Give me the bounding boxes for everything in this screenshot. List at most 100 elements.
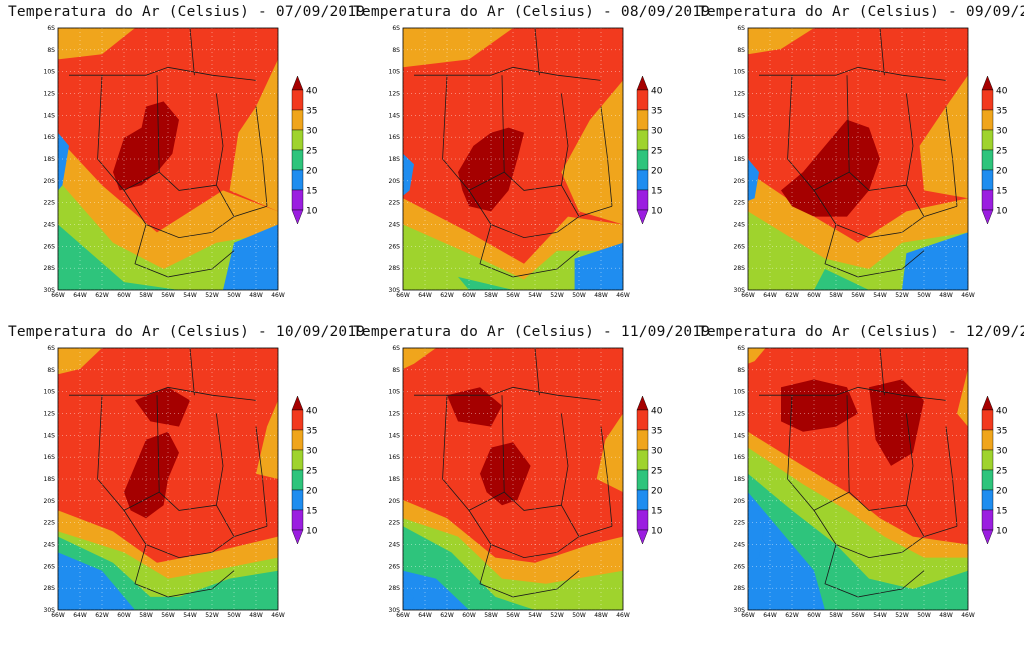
cool-area: [58, 224, 179, 290]
temperature-map: 6S 8S 10S 12S 14S 16S 18S 20S 22S 24S 26S 28S 30S66W…: [44, 345, 318, 619]
lon-tick-label: 46W: [271, 292, 285, 299]
lat-tick-label: 24S: [44, 542, 56, 549]
cool-area: [814, 269, 869, 290]
lat-tick-label: 12S: [734, 91, 746, 98]
lon-tick-label: 46W: [961, 292, 975, 299]
lon-tick-label: 52W: [205, 292, 219, 299]
warm-area: [919, 75, 968, 199]
colorbar-label: 40: [651, 407, 663, 417]
lon-tick-label: 54W: [873, 612, 887, 619]
colorbar-top-triangle: [636, 395, 649, 411]
lat-tick-label: 12S: [44, 411, 56, 418]
lat-tick-label: 18S: [734, 476, 746, 483]
cold-area: [58, 132, 69, 191]
panel-title: Temperatura do Ar (Celsius) - 09/09/2019: [698, 4, 1024, 20]
lat-tick-label: 6S: [737, 25, 745, 32]
lat-tick-label: 16S: [734, 134, 746, 141]
lat-tick-label: 26S: [389, 243, 401, 250]
lon-tick-label: 46W: [271, 612, 285, 619]
lat-tick-label: 22S: [44, 200, 56, 207]
lat-tick-label: 24S: [389, 542, 401, 549]
cold-area: [403, 153, 414, 196]
state-border: [97, 395, 160, 511]
colorbar-label: 35: [996, 427, 1007, 437]
colorbar-label: 40: [996, 407, 1008, 417]
cold-area: [58, 578, 76, 610]
colorbar-top-triangle: [291, 395, 304, 411]
state-border: [442, 395, 505, 511]
temperature-map: 6S 8S 10S 12S 14S 16S 18S 20S 22S 24S 26S 28S 30S66W…: [389, 345, 663, 619]
cool-area: [458, 276, 513, 290]
lon-tick-label: 48W: [939, 612, 953, 619]
warm-area: [403, 348, 436, 369]
lat-tick-label: 20S: [734, 178, 746, 185]
state-border: [215, 93, 268, 218]
lon-tick-label: 54W: [528, 612, 542, 619]
colorbar-top-triangle: [291, 75, 304, 91]
state-border: [813, 190, 925, 239]
very-hot-area: [458, 127, 524, 212]
colorbar-label: 40: [996, 87, 1008, 97]
state-border: [501, 75, 562, 191]
colorbar-label: 35: [306, 427, 317, 437]
colorbar-segment: [636, 509, 649, 531]
colorbar-label: 10: [651, 207, 663, 217]
colorbar-label: 30: [651, 127, 663, 137]
very-hot-area: [447, 387, 502, 427]
temperature-map: 6S 8S 10S 12S 14S 16S 18S 20S 22S 24S 26S 28S 30S66W…: [734, 345, 1008, 619]
state-border: [468, 510, 580, 559]
colorbar-label: 25: [306, 467, 317, 477]
lat-tick-label: 16S: [389, 454, 401, 461]
state-border: [846, 395, 907, 511]
colorbar-label: 15: [996, 187, 1007, 197]
colorbar-label: 35: [996, 107, 1007, 117]
lon-tick-label: 46W: [616, 612, 630, 619]
colorbar-segment: [291, 489, 304, 511]
lat-tick-label: 24S: [389, 222, 401, 229]
lon-tick-label: 66W: [741, 292, 755, 299]
colorbar-segment: [291, 129, 304, 151]
colorbar-segment: [636, 169, 649, 191]
lat-tick-label: 24S: [734, 222, 746, 229]
lat-tick-label: 30S: [734, 607, 746, 614]
lat-tick-label: 22S: [389, 200, 401, 207]
colorbar-segment: [636, 89, 649, 111]
lat-tick-label: 26S: [44, 563, 56, 570]
lon-tick-label: 66W: [51, 612, 65, 619]
colorbar-segment: [981, 449, 994, 471]
lon-tick-label: 60W: [462, 292, 476, 299]
colorbar-bottom-triangle: [981, 529, 994, 545]
lat-tick-label: 8S: [737, 367, 745, 374]
lat-tick-label: 30S: [44, 607, 56, 614]
lat-tick-label: 26S: [389, 563, 401, 570]
colorbar-segment: [291, 189, 304, 211]
lat-tick-label: 22S: [44, 520, 56, 527]
lon-tick-label: 50W: [572, 612, 586, 619]
warm-area: [748, 28, 814, 55]
lon-tick-label: 58W: [139, 292, 153, 299]
colorbar-segment: [981, 89, 994, 111]
lon-tick-label: 54W: [183, 612, 197, 619]
colorbar-label: 15: [651, 187, 662, 197]
warm-area: [229, 59, 278, 212]
colorbar-bottom-triangle: [291, 529, 304, 545]
colorbar-label: 25: [651, 147, 662, 157]
lon-tick-label: 62W: [440, 612, 454, 619]
lat-tick-label: 20S: [389, 498, 401, 505]
state-border: [787, 395, 850, 511]
colorbar-segment: [291, 469, 304, 491]
mild-area: [58, 180, 278, 290]
warm-area: [748, 348, 766, 364]
lat-tick-label: 8S: [47, 367, 55, 374]
panel-title: Temperatura do Ar (Celsius) - 12/09/2019: [698, 324, 1024, 340]
colorbar-label: 25: [996, 467, 1007, 477]
colorbar-bottom-triangle: [291, 209, 304, 225]
colorbar-label: 20: [306, 167, 318, 177]
colorbar-label: 30: [306, 127, 318, 137]
lon-tick-label: 48W: [249, 292, 263, 299]
lat-tick-label: 14S: [44, 112, 56, 119]
lon-tick-label: 48W: [249, 612, 263, 619]
colorbar-segment: [636, 129, 649, 151]
lon-tick-label: 46W: [616, 292, 630, 299]
colorbar-top-triangle: [636, 75, 649, 91]
